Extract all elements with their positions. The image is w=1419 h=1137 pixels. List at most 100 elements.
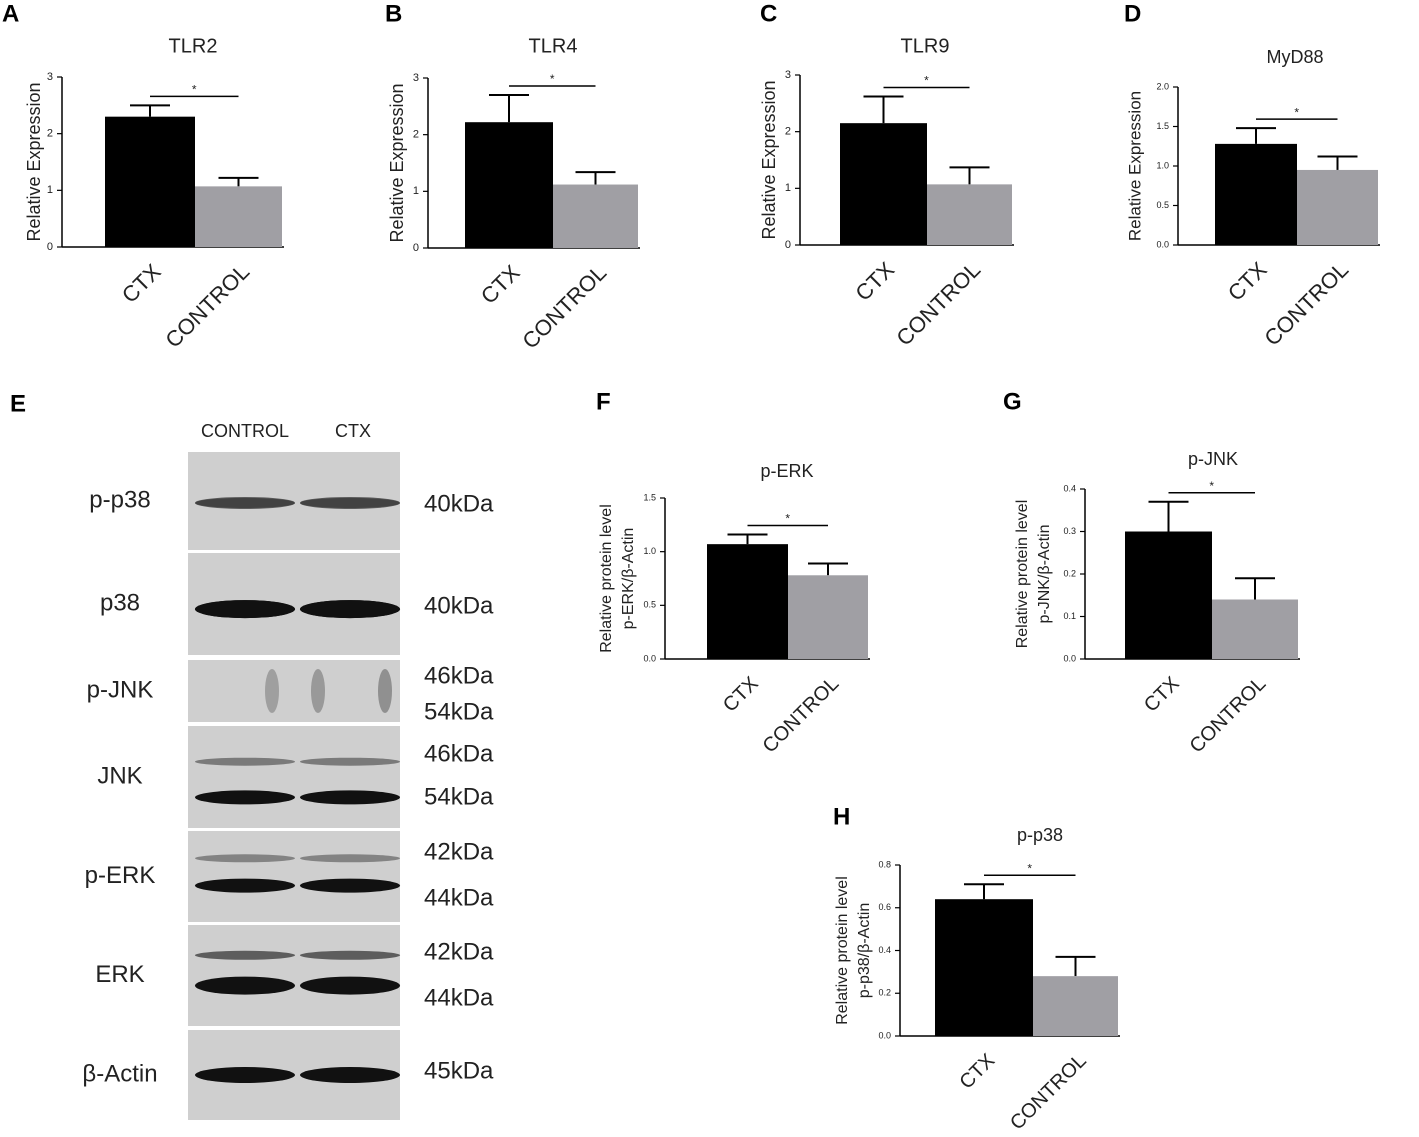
y-axis-label: Relative protein level [1014, 500, 1031, 649]
y-tick-label: 0 [785, 239, 791, 251]
y-tick-label: 0.3 [1063, 526, 1076, 536]
y-tick-label: 0.4 [1063, 483, 1076, 493]
bar [935, 899, 1033, 1036]
significance-star: * [924, 74, 929, 88]
x-tick-label: CTX [1140, 673, 1184, 717]
size-label: 40kDa [424, 490, 494, 517]
blot-band [300, 976, 400, 995]
y-axis-label: Relative Expression [24, 82, 44, 241]
size-label: 45kDa [424, 1057, 494, 1084]
bar [1297, 169, 1378, 245]
blot-band [300, 1067, 400, 1083]
x-tick-label: CONTROL [1259, 257, 1353, 351]
bar [195, 186, 282, 247]
x-tick-label: CONTROL [891, 257, 985, 351]
chart-title: TLR9 [901, 35, 950, 57]
y-axis-label: Relative protein level [834, 876, 851, 1025]
x-tick-label: CONTROL [1006, 1050, 1091, 1135]
y-tick-label: 3 [785, 69, 791, 81]
row-label: β-Actin [82, 1060, 157, 1087]
y-tick-label: 3 [47, 71, 53, 83]
bar [1212, 599, 1298, 659]
significance-star: * [192, 83, 197, 97]
x-tick-label: CONTROL [1186, 673, 1271, 758]
y-axis-label: p-JNK/β-Actin [1036, 525, 1053, 624]
blot-band [300, 496, 400, 509]
y-tick-label: 1.0 [1156, 160, 1169, 170]
significance-star: * [550, 72, 555, 86]
blot-band [195, 1067, 295, 1083]
size-label: 54kDa [424, 783, 494, 810]
y-tick-label: 1 [785, 182, 791, 194]
bar [553, 184, 638, 248]
x-tick-label: CTX [1223, 257, 1272, 306]
blot-band [195, 496, 295, 509]
x-tick-label: CTX [117, 259, 166, 308]
y-tick-label: 2 [47, 128, 53, 140]
x-tick-label: CTX [955, 1050, 999, 1094]
y-axis-label: p-p38/β-Actin [856, 903, 873, 998]
row-label: p38 [100, 589, 140, 616]
x-tick-label: CONTROL [160, 259, 254, 353]
panel-letter: H [833, 803, 850, 830]
y-tick-label: 2 [413, 129, 419, 141]
y-tick-label: 0.2 [878, 988, 891, 998]
panel-letter: D [1124, 0, 1141, 27]
size-label: 44kDa [424, 884, 494, 911]
blot-strip [188, 925, 400, 1026]
row-label: p-ERK [85, 862, 156, 889]
blot-band [195, 790, 295, 805]
y-axis-label: Relative protein level [598, 504, 615, 653]
size-label: 54kDa [424, 698, 494, 725]
blot-band [195, 976, 295, 995]
blot-band [265, 669, 279, 713]
blot-band [300, 878, 400, 893]
chart-title: p-JNK [1188, 449, 1238, 469]
y-tick-label: 2.0 [1156, 81, 1169, 91]
y-tick-label: 2 [785, 126, 791, 138]
panel-letter: E [10, 390, 26, 417]
y-tick-label: 1 [413, 185, 419, 197]
x-tick-label: CTX [850, 257, 899, 306]
blot-strip [188, 660, 400, 722]
y-tick-label: 0.2 [1063, 568, 1076, 578]
y-tick-label: 0.8 [878, 859, 891, 869]
y-tick-label: 1 [47, 184, 53, 196]
lane-label: CTX [335, 421, 371, 441]
bar [1033, 976, 1118, 1036]
row-label: p-p38 [89, 486, 150, 513]
panel-letter: G [1003, 388, 1022, 415]
panel-letter: F [596, 388, 611, 415]
x-tick-label: CONTROL [759, 673, 844, 758]
y-tick-label: 0 [413, 242, 419, 254]
y-tick-label: 0.0 [643, 653, 656, 663]
bar [927, 184, 1012, 245]
blot-band [311, 669, 325, 713]
chart-title: TLR2 [169, 35, 218, 57]
blot-strip [188, 831, 400, 922]
x-tick-label: CTX [476, 260, 525, 309]
bar [707, 544, 788, 659]
y-axis-label: Relative Expression [387, 83, 407, 242]
chart-title: p-ERK [760, 461, 813, 481]
y-tick-label: 0.1 [1063, 611, 1076, 621]
y-tick-label: 1.0 [643, 546, 656, 556]
y-tick-label: 0.0 [878, 1030, 891, 1040]
y-tick-label: 0.4 [878, 945, 891, 955]
y-tick-label: 0.0 [1156, 239, 1169, 249]
bar [1215, 143, 1297, 245]
blot-band [300, 600, 400, 619]
y-axis-label: Relative Expression [1125, 91, 1144, 241]
blot-band [195, 878, 295, 893]
blot-band [378, 669, 392, 713]
x-tick-label: CONTROL [517, 260, 611, 354]
blot-band [195, 854, 295, 863]
panel-letter: C [760, 0, 777, 27]
size-label: 44kDa [424, 984, 494, 1011]
y-tick-label: 0.5 [643, 600, 656, 610]
x-tick-label: CTX [719, 673, 763, 717]
y-tick-label: 0.6 [878, 902, 891, 912]
y-tick-label: 0.0 [1063, 653, 1076, 663]
y-axis-label: Relative Expression [759, 80, 779, 239]
